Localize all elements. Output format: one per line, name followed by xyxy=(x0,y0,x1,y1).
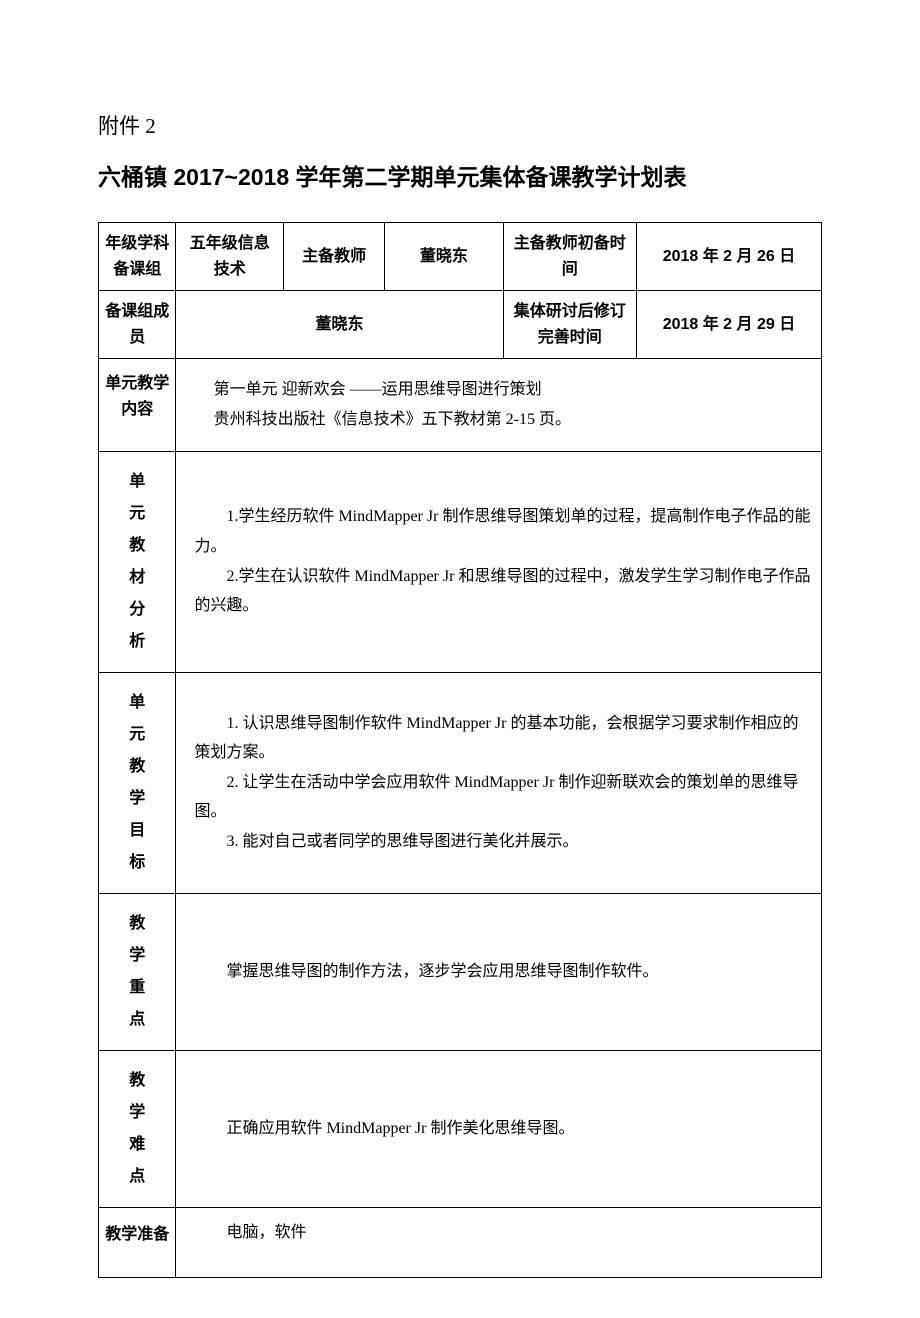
value-difficulties: 正确应用软件 MindMapper Jr 制作美化思维导图。 xyxy=(176,1050,822,1207)
value-members: 董晓东 xyxy=(176,291,503,359)
label-revise-time: 集体研讨后修订完善时间 xyxy=(503,291,636,359)
label-teaching-goals: 单元教学目标 xyxy=(99,672,176,893)
analysis-p2: 2.学生在认识软件 MindMapper Jr 和思维导图的过程中，激发学生学习… xyxy=(194,562,811,621)
value-prep-time: 2018 年 2 月 26 日 xyxy=(636,223,821,291)
table-row: 单元教学目标 1. 认识思维导图制作软件 MindMapper Jr 的基本功能… xyxy=(99,672,822,893)
analysis-p1: 1.学生经历软件 MindMapper Jr 制作思维导图策划单的过程，提高制作… xyxy=(194,502,811,561)
value-main-teacher: 董晓东 xyxy=(385,223,503,291)
unit-content-line1: 第一单元 迎新欢会 ——运用思维导图进行策划 xyxy=(194,375,811,405)
value-group: 五年级信息技术 xyxy=(176,223,284,291)
label-preparation: 教学准备 xyxy=(99,1207,176,1278)
page-title: 六桶镇 2017~2018 学年第二学期单元集体备课教学计划表 xyxy=(98,158,822,192)
goals-p1: 1. 认识思维导图制作软件 MindMapper Jr 的基本功能，会根据学习要… xyxy=(194,709,811,768)
table-row: 单元教材分析 1.学生经历软件 MindMapper Jr 制作思维导图策划单的… xyxy=(99,451,822,672)
key-points-text: 掌握思维导图的制作方法，逐步学会应用思维导图制作软件。 xyxy=(194,957,811,987)
goals-p2: 2. 让学生在活动中学会应用软件 MindMapper Jr 制作迎新联欢会的策… xyxy=(194,768,811,827)
value-revise-time: 2018 年 2 月 29 日 xyxy=(636,291,821,359)
label-key-points: 教学重点 xyxy=(99,893,176,1050)
value-unit-content: 第一单元 迎新欢会 ——运用思维导图进行策划 贵州科技出版社《信息技术》五下教材… xyxy=(176,359,822,451)
value-preparation: 电脑，软件 xyxy=(176,1207,822,1278)
unit-content-line2: 贵州科技出版社《信息技术》五下教材第 2-15 页。 xyxy=(194,405,811,435)
table-row: 教学重点 掌握思维导图的制作方法，逐步学会应用思维导图制作软件。 xyxy=(99,893,822,1050)
table-row: 教学准备 电脑，软件 xyxy=(99,1207,822,1278)
value-material-analysis: 1.学生经历软件 MindMapper Jr 制作思维导图策划单的过程，提高制作… xyxy=(176,451,822,672)
label-difficulties: 教学难点 xyxy=(99,1050,176,1207)
goals-p3: 3. 能对自己或者同学的思维导图进行美化并展示。 xyxy=(194,827,811,857)
value-key-points: 掌握思维导图的制作方法，逐步学会应用思维导图制作软件。 xyxy=(176,893,822,1050)
label-group: 年级学科备课组 xyxy=(99,223,176,291)
attachment-label: 附件 2 xyxy=(98,110,822,140)
preparation-text: 电脑，软件 xyxy=(194,1218,811,1248)
table-row: 备课组成员 董晓东 集体研讨后修订完善时间 2018 年 2 月 29 日 xyxy=(99,291,822,359)
value-teaching-goals: 1. 认识思维导图制作软件 MindMapper Jr 的基本功能，会根据学习要… xyxy=(176,672,822,893)
table-row: 教学难点 正确应用软件 MindMapper Jr 制作美化思维导图。 xyxy=(99,1050,822,1207)
table-row: 年级学科备课组 五年级信息技术 主备教师 董晓东 主备教师初备时间 2018 年… xyxy=(99,223,822,291)
difficulties-text: 正确应用软件 MindMapper Jr 制作美化思维导图。 xyxy=(194,1114,811,1144)
label-prep-time: 主备教师初备时间 xyxy=(503,223,636,291)
label-main-teacher: 主备教师 xyxy=(284,223,385,291)
label-members: 备课组成员 xyxy=(99,291,176,359)
lesson-plan-table: 年级学科备课组 五年级信息技术 主备教师 董晓东 主备教师初备时间 2018 年… xyxy=(98,222,822,1278)
label-unit-content: 单元教学内容 xyxy=(99,359,176,451)
label-material-analysis: 单元教材分析 xyxy=(99,451,176,672)
table-row: 单元教学内容 第一单元 迎新欢会 ——运用思维导图进行策划 贵州科技出版社《信息… xyxy=(99,359,822,451)
